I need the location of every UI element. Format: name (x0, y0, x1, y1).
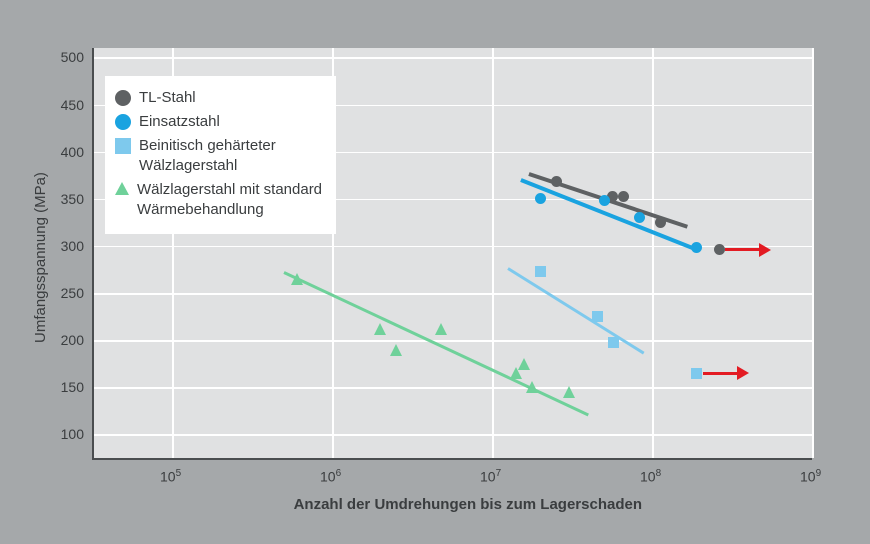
data-point (291, 273, 303, 285)
legend-item: Wälzlagerstahl mit standardWärmebehandlu… (115, 180, 322, 220)
data-point (535, 193, 546, 204)
data-point (526, 381, 538, 393)
x-tick-label: 107 (480, 468, 501, 485)
legend-marker-icon (115, 182, 129, 195)
legend-label: Wälzlagerstahl mit standardWärmebehandlu… (137, 180, 322, 220)
legend-item: Einsatzstahl (115, 112, 322, 132)
grid-line-y (92, 57, 812, 59)
grid-line-y (92, 340, 812, 342)
y-axis-title: Umfangsspannung (MPa) (32, 172, 49, 343)
grid-line-y (92, 434, 812, 436)
x-tick-label: 106 (320, 468, 341, 485)
y-tick-label: 400 (61, 144, 84, 160)
grid-line-x (812, 48, 814, 458)
y-tick-label: 500 (61, 49, 84, 65)
data-point (535, 266, 546, 277)
legend-marker-icon (115, 138, 131, 154)
runout-arrow-head (737, 366, 749, 380)
data-point (634, 212, 645, 223)
x-tick-label: 109 (800, 468, 821, 485)
grid-line-y (92, 246, 812, 248)
y-tick-label: 450 (61, 97, 84, 113)
legend: TL-Stahl Einsatzstahl Beinitisch gehärtete… (105, 76, 336, 234)
legend-marker-icon (115, 114, 131, 130)
legend-marker-icon (115, 90, 131, 106)
runout-arrow (725, 248, 761, 251)
legend-label: TL-Stahl (139, 88, 196, 108)
legend-item: TL-Stahl (115, 88, 322, 108)
data-point (655, 217, 666, 228)
data-point (691, 368, 702, 379)
x-axis-title: Anzahl der Umdrehungen bis zum Lagerscha… (294, 496, 642, 513)
y-tick-label: 100 (61, 426, 84, 442)
grid-line-x (492, 48, 494, 458)
legend-item: Beinitisch gehärteterWälzlagerstahl (115, 136, 322, 176)
y-tick-label: 250 (61, 285, 84, 301)
data-point (592, 311, 603, 322)
grid-line-y (92, 387, 812, 389)
x-tick-label: 108 (640, 468, 661, 485)
legend-label: Einsatzstahl (139, 112, 220, 132)
data-point (518, 358, 530, 370)
data-point (551, 176, 562, 187)
grid-line-x (652, 48, 654, 458)
data-point (608, 337, 619, 348)
x-tick-label: 105 (160, 468, 181, 485)
legend-label: Beinitisch gehärteterWälzlagerstahl (139, 136, 276, 176)
grid-line-y (92, 293, 812, 295)
data-point (374, 323, 386, 335)
data-point (563, 386, 575, 398)
data-point (390, 344, 402, 356)
y-axis (92, 48, 94, 458)
y-tick-label: 200 (61, 332, 84, 348)
y-tick-label: 300 (61, 238, 84, 254)
runout-arrow (703, 372, 739, 375)
x-axis (92, 458, 812, 460)
data-point (714, 244, 725, 255)
y-tick-label: 350 (61, 191, 84, 207)
y-tick-label: 150 (61, 379, 84, 395)
runout-arrow-head (759, 243, 771, 257)
data-point (599, 195, 610, 206)
data-point (435, 323, 447, 335)
